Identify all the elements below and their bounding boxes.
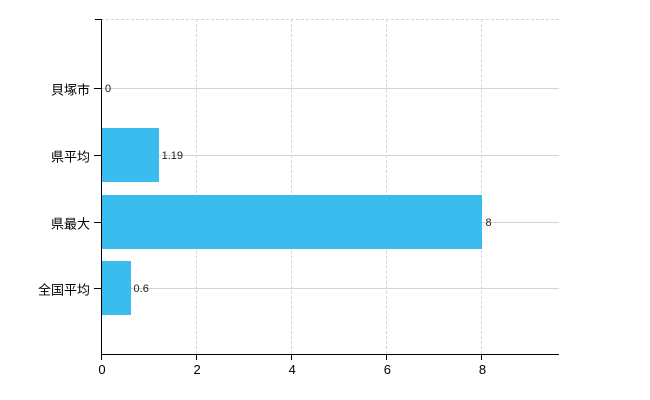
vertical-gridline (386, 19, 388, 354)
x-axis-tick (291, 354, 293, 360)
x-axis-tick (481, 354, 483, 360)
category-tick (94, 221, 101, 223)
category-label: 全国平均 (37, 282, 90, 298)
x-tick-label: 6 (383, 362, 391, 377)
vertical-gridline (196, 19, 198, 354)
x-axis-line (101, 354, 559, 355)
x-tick-label: 8 (478, 362, 487, 377)
category-label: 貝塚市 (50, 82, 90, 98)
vertical-gridline (481, 19, 483, 354)
x-tick-label: 4 (288, 362, 296, 377)
value-label: 0.6 (133, 283, 149, 296)
category-label: 県平均 (50, 149, 90, 165)
x-axis-tick (386, 354, 388, 360)
x-tick-label: 0 (98, 362, 106, 377)
value-label: 8 (485, 216, 492, 229)
x-tick-label: 2 (193, 362, 201, 377)
plot-top-border (101, 19, 559, 20)
horizontal-gridline (101, 288, 559, 290)
value-label: 0 (105, 83, 112, 95)
bar-県最大 (102, 194, 483, 249)
horizontal-gridline (101, 88, 559, 89)
horizontal-gridline (101, 154, 559, 156)
category-tick (94, 288, 101, 290)
y-axis-top-tick (95, 19, 101, 20)
category-label: 県最大 (50, 216, 90, 232)
bar-全国平均 (102, 261, 131, 316)
value-label: 1.19 (161, 149, 184, 162)
category-tick (94, 154, 101, 156)
x-axis-tick (101, 354, 102, 360)
vertical-gridline (291, 19, 293, 354)
y-axis-line (101, 19, 102, 355)
x-axis-tick (196, 354, 198, 360)
category-tick (94, 88, 101, 89)
bar-県平均 (102, 127, 159, 182)
